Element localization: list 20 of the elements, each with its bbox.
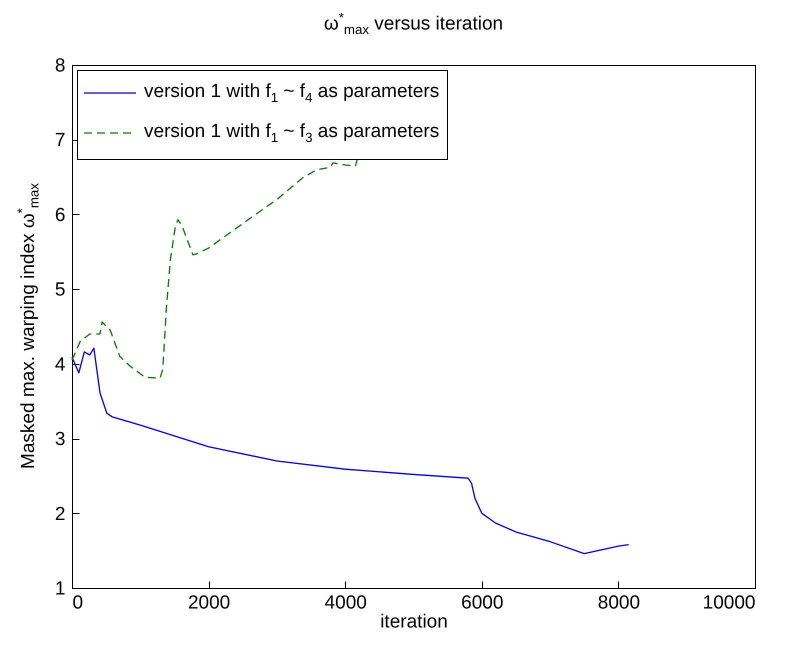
legend-label: version 1 with f$_{1}$ ~ f$_{3}$ as parameters <box>144 121 440 145</box>
line-series <box>71 158 358 379</box>
y-tick-label: 3 <box>54 429 66 450</box>
x-tick-label: 8000 <box>598 592 640 614</box>
y-tick-label: 5 <box>54 280 66 301</box>
legend-label: version 1 with f$_{1}$ ~ f$_{4}$ as parameters <box>144 81 440 105</box>
y-tick-label: 4 <box>54 354 66 376</box>
x-axis-title: iteration <box>380 612 448 632</box>
line-series <box>71 348 630 554</box>
y-tick-label: 7 <box>54 130 66 152</box>
x-tick-label: 4000 <box>324 592 367 614</box>
chart-title: ω$^{*}$$_{max}$ versus iteration <box>322 10 504 38</box>
y-tick-label: 6 <box>54 204 66 226</box>
y-tick-label: 1 <box>54 578 66 600</box>
x-tick-label: 10000 <box>702 592 756 614</box>
x-tick-label: 6000 <box>461 592 504 614</box>
x-tick-label: 0 <box>72 592 84 614</box>
y-tick-label: 2 <box>54 504 66 525</box>
x-tick-label: 2000 <box>188 592 230 614</box>
y-tick-label: 8 <box>54 56 66 76</box>
